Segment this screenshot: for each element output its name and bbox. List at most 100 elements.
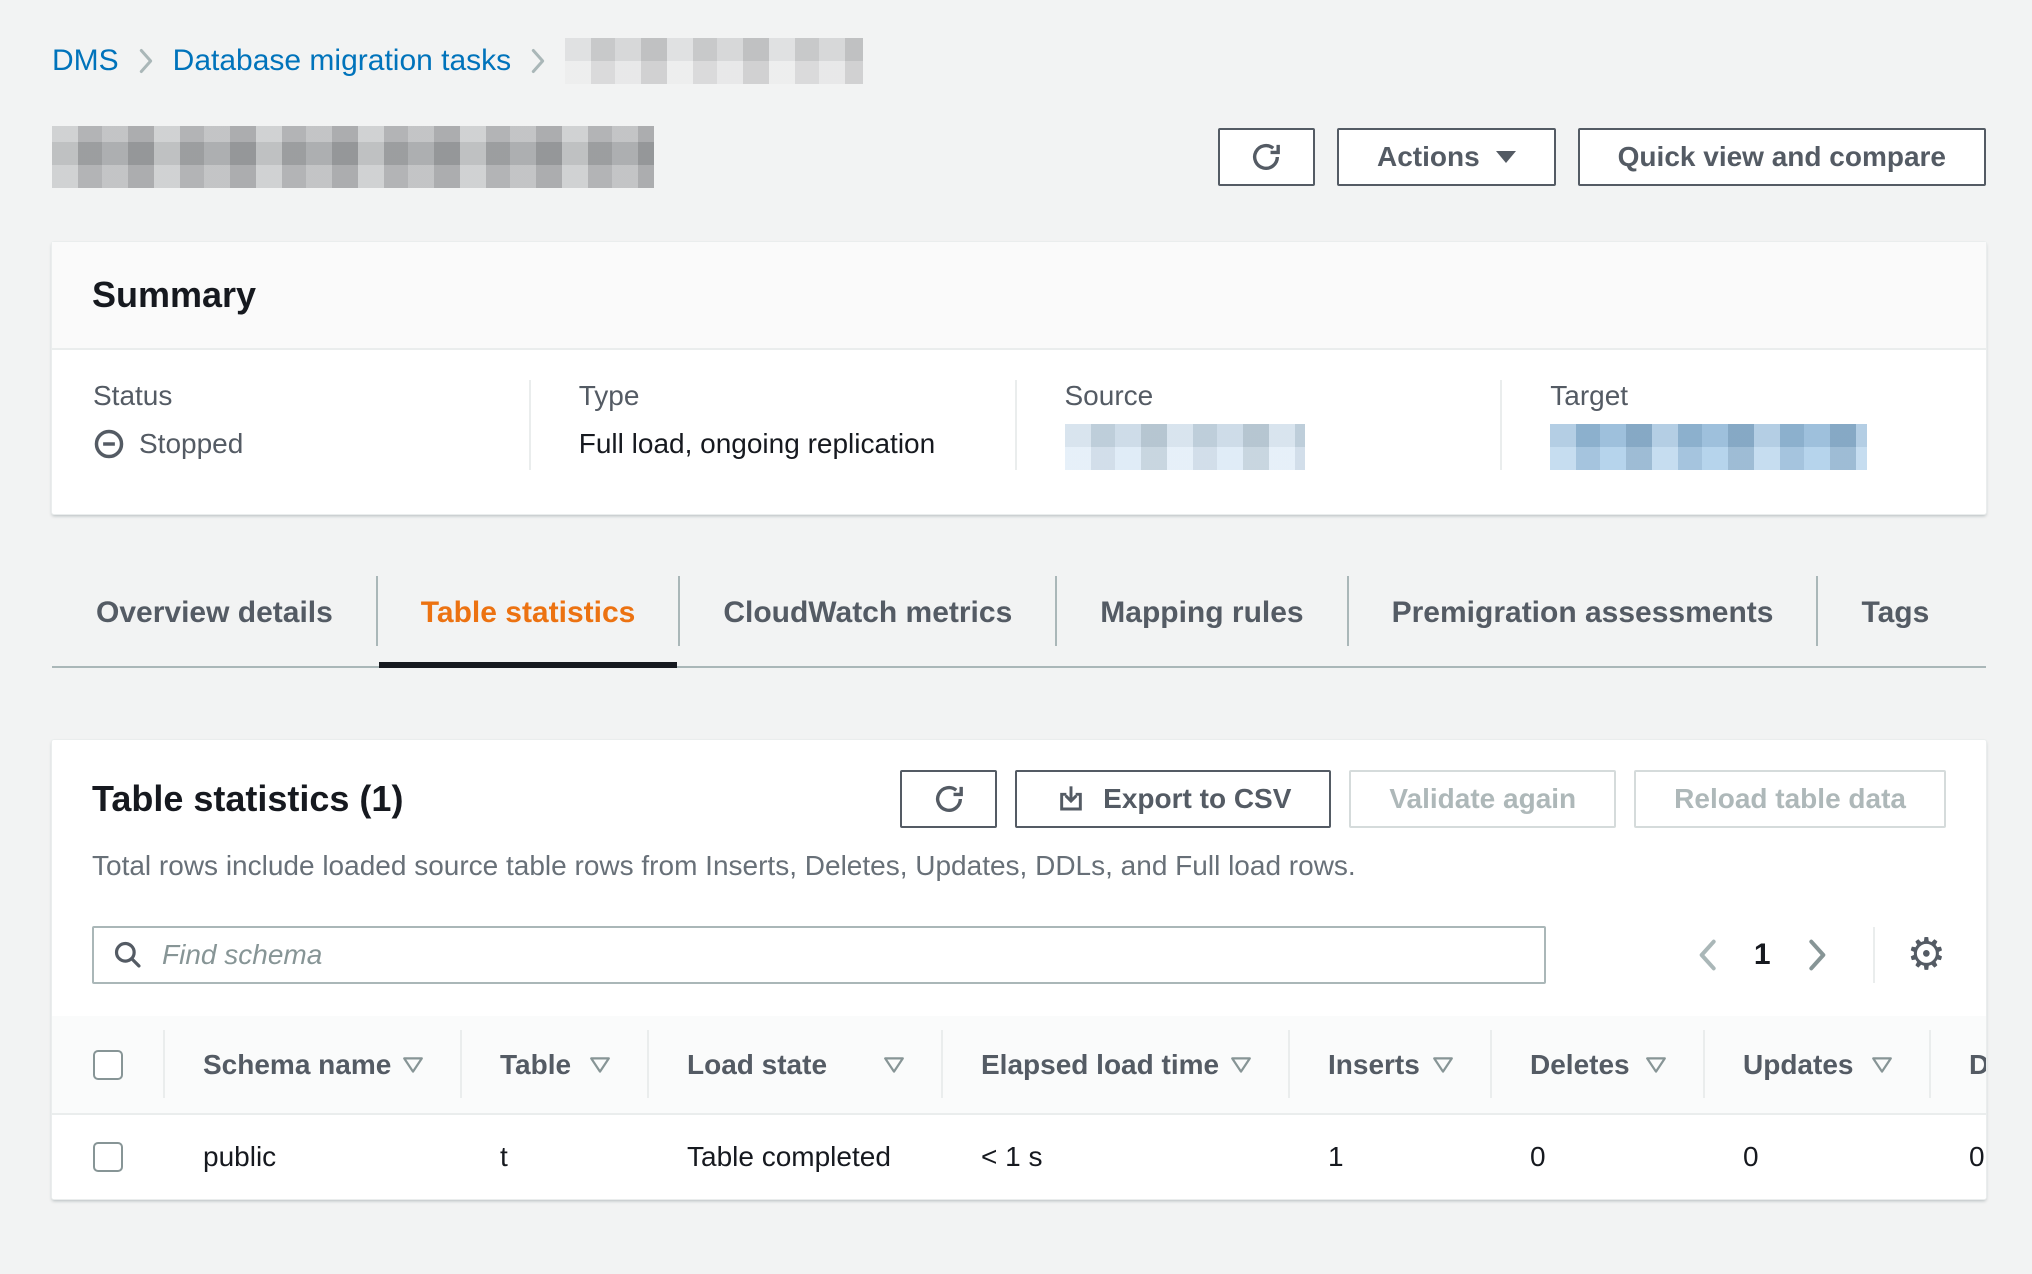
chevron-right-icon <box>139 48 153 74</box>
column-label: D <box>1969 1048 1986 1080</box>
refresh-button[interactable] <box>1217 128 1315 186</box>
status-label: Status <box>93 380 173 411</box>
status-text: Stopped <box>139 428 244 459</box>
search-icon <box>112 939 144 971</box>
column-header-schema-name[interactable]: Schema name <box>163 1016 460 1113</box>
breadcrumb-link-dms[interactable]: DMS <box>52 44 119 77</box>
filter-triangle-icon <box>883 1056 905 1074</box>
header-actions: Actions Quick view and compare <box>1217 128 1986 186</box>
column-header-load-state[interactable]: Load state <box>647 1016 941 1113</box>
refresh-icon <box>1249 140 1283 174</box>
summary-field-type: Type Full load, ongoing replication <box>528 380 1015 470</box>
filter-triangle-icon <box>1871 1056 1893 1074</box>
validate-again-button[interactable]: Validate again <box>1349 770 1617 828</box>
chevron-right-icon <box>1807 939 1829 971</box>
tab-tags[interactable]: Tags <box>1816 570 1973 666</box>
refresh-icon <box>932 782 966 816</box>
table-statistics-table: Schema name Table Load state Elapsed loa… <box>52 1016 1986 1199</box>
summary-body: Status Stopped Type Full load, ongoing r… <box>52 350 1986 514</box>
actions-button[interactable]: Actions <box>1336 128 1556 186</box>
find-schema-input[interactable] <box>160 938 1526 972</box>
summary-title: Summary <box>92 274 257 315</box>
column-header-updates[interactable]: Updates <box>1703 1016 1929 1113</box>
column-label: Load state <box>687 1048 828 1080</box>
summary-field-status: Status Stopped <box>52 380 529 470</box>
select-all-checkbox[interactable] <box>92 1049 123 1080</box>
quick-view-compare-button[interactable]: Quick view and compare <box>1577 128 1986 186</box>
select-all-cell <box>52 1016 163 1113</box>
summary-field-target: Target <box>1500 380 1986 470</box>
breadcrumb-link-tasks[interactable]: Database migration tasks <box>172 44 512 77</box>
export-to-csv-button[interactable]: Export to CSV <box>1015 770 1332 828</box>
reload-table-data-button[interactable]: Reload table data <box>1634 770 1946 828</box>
pagination-divider <box>1872 927 1875 983</box>
breadcrumb: DMS Database migration tasks <box>52 38 1986 84</box>
filter-triangle-icon <box>1432 1056 1454 1074</box>
dms-task-page: DMS Database migration tasks Actions Qui… <box>52 38 1986 1199</box>
settings-button[interactable]: ⚙ <box>1901 933 1946 977</box>
cell-table: t <box>500 1141 508 1172</box>
summary-field-source: Source <box>1014 380 1501 470</box>
cell-deletes: 0 <box>1530 1141 1546 1172</box>
cell-inserts: 1 <box>1328 1141 1344 1172</box>
search-box <box>92 926 1546 984</box>
cell-elapsed-load-time: < 1 s <box>981 1141 1043 1172</box>
summary-card: Summary Status Stopped Type Full load, o… <box>52 242 1986 514</box>
filter-triangle-icon <box>589 1056 611 1074</box>
filter-triangle-icon <box>1230 1056 1252 1074</box>
caret-down-icon <box>1495 151 1516 163</box>
table-statistics-title: Table statistics (1) <box>92 778 404 819</box>
pagination: 1 ⚙ <box>1682 927 1946 983</box>
export-to-csv-label: Export to CSV <box>1103 783 1292 814</box>
row-select-cell <box>52 1142 163 1172</box>
task-detail-tabs: Overview details Table statistics CloudW… <box>52 570 1986 668</box>
column-header-inserts[interactable]: Inserts <box>1288 1016 1490 1113</box>
page-header: Actions Quick view and compare <box>52 126 1986 188</box>
column-header-deletes[interactable]: Deletes <box>1490 1016 1703 1113</box>
row-checkbox[interactable] <box>92 1142 123 1172</box>
cell-updates: 0 <box>1743 1141 1759 1172</box>
redacted-page-title <box>52 126 654 188</box>
source-label: Source <box>1064 380 1154 411</box>
validate-again-label: Validate again <box>1389 783 1577 814</box>
tab-table-statistics[interactable]: Table statistics <box>375 570 680 668</box>
table-header-row: Schema name Table Load state Elapsed loa… <box>52 1016 1986 1115</box>
summary-card-header: Summary <box>52 242 1986 350</box>
table-statistics-buttons: Export to CSV Validate again Reload tabl… <box>900 770 1946 828</box>
tab-overview-details[interactable]: Overview details <box>96 596 333 629</box>
cell-load-state: Table completed <box>687 1141 891 1172</box>
column-label: Updates <box>1743 1048 1854 1080</box>
column-header-table[interactable]: Table <box>460 1016 647 1113</box>
column-header-ddls-clipped[interactable]: D <box>1929 1016 1986 1113</box>
table-row: public t Table completed < 1 s 1 0 0 0 <box>52 1115 1986 1199</box>
tab-premigration-assessments[interactable]: Premigration assessments <box>1346 570 1818 666</box>
previous-page-button[interactable] <box>1682 929 1732 981</box>
column-label: Elapsed load time <box>981 1048 1220 1080</box>
status-value: Stopped <box>93 428 529 460</box>
column-label: Schema name <box>203 1048 392 1080</box>
current-page-number[interactable]: 1 <box>1753 938 1771 971</box>
table-statistics-header: Table statistics (1) Export to CSV <box>52 740 1986 984</box>
next-page-button[interactable] <box>1793 929 1843 981</box>
filter-triangle-icon <box>402 1056 424 1074</box>
column-header-elapsed-load-time[interactable]: Elapsed load time <box>941 1016 1288 1113</box>
tab-mapping-rules[interactable]: Mapping rules <box>1055 570 1347 666</box>
target-label: Target <box>1550 380 1629 411</box>
table-statistics-card: Table statistics (1) Export to CSV <box>52 740 1986 1199</box>
cell-schema-name: public <box>203 1141 277 1172</box>
actions-button-label: Actions <box>1376 141 1480 172</box>
column-label: Inserts <box>1328 1048 1420 1080</box>
table-controls: 1 ⚙ <box>92 926 1946 984</box>
reload-table-data-label: Reload table data <box>1674 783 1906 814</box>
quick-view-compare-label: Quick view and compare <box>1617 141 1946 172</box>
redacted-source-endpoint <box>1064 424 1305 470</box>
redacted-target-endpoint <box>1550 424 1868 470</box>
type-value: Full load, ongoing replication <box>578 428 936 459</box>
stopped-circle-minus-icon <box>93 428 125 460</box>
tab-cloudwatch-metrics[interactable]: CloudWatch metrics <box>678 570 1056 666</box>
table-refresh-button[interactable] <box>900 770 998 828</box>
gear-icon: ⚙ <box>1906 929 1946 980</box>
column-label: Table <box>500 1048 572 1080</box>
chevron-right-icon <box>531 48 545 74</box>
table-statistics-description: Total rows include loaded source table r… <box>92 850 1356 881</box>
